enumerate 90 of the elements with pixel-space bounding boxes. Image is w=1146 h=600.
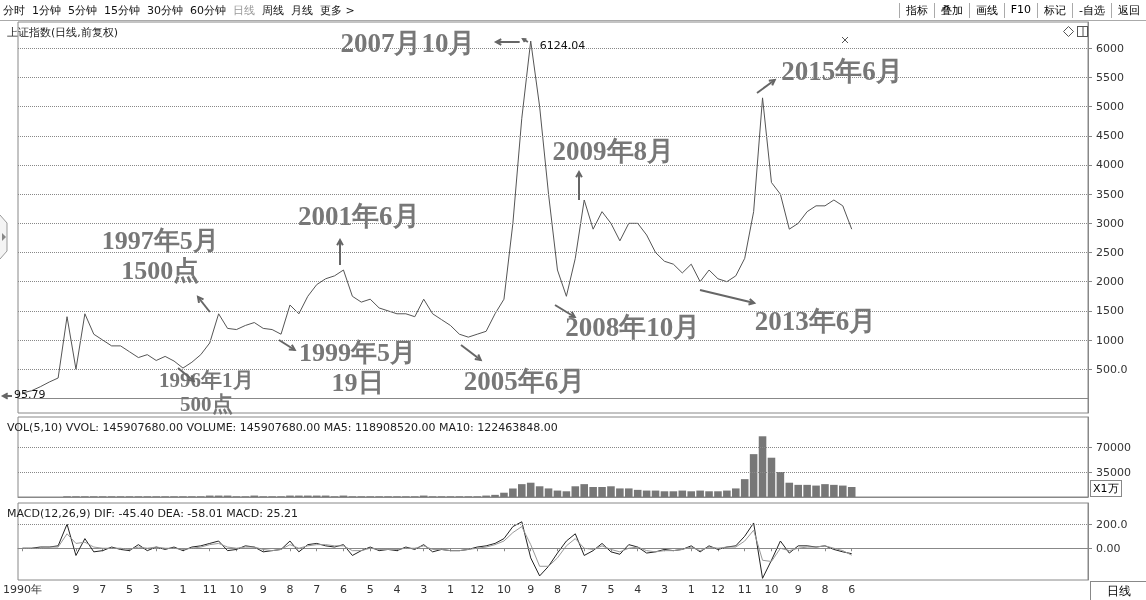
x-tick-label: 9	[794, 583, 802, 596]
text: -自选	[1072, 2, 1111, 18]
x-tick-label: 11	[737, 583, 752, 596]
bar	[669, 491, 678, 497]
annotation: 1999年5月 19日	[299, 338, 417, 398]
x-tick-label: 7	[580, 583, 588, 596]
x-tick-label: 5	[366, 583, 374, 596]
y-tick-label: 1500	[1096, 304, 1124, 318]
text: 60分钟	[190, 2, 226, 18]
x-tick-label: 9	[259, 583, 267, 596]
y-tick-label: 500.0	[1096, 362, 1128, 376]
x-tick-label: 3	[152, 583, 160, 596]
annotation: 6124.04	[539, 39, 586, 53]
bar	[749, 454, 758, 497]
text: 更多 >	[320, 2, 355, 18]
y-tick-label: 4500	[1096, 129, 1124, 143]
annotation: 2008年10月	[565, 312, 701, 344]
annotation: 2013年6月	[754, 306, 877, 338]
annotation: 2005年6月	[463, 366, 586, 398]
x-tick-label: 6	[848, 583, 856, 596]
x-tick-label: 12	[710, 583, 725, 596]
line-series	[21, 526, 853, 567]
bar	[758, 436, 767, 497]
y-tick-label: 2500	[1096, 246, 1124, 260]
text: 返回	[1111, 2, 1146, 18]
x-tick-label: 3	[420, 583, 428, 596]
x-tick-label: 5	[125, 583, 133, 596]
annotation: 2009年8月	[552, 136, 674, 168]
y-tick-label: 1000	[1096, 333, 1124, 347]
x-tick-label: 1	[446, 583, 454, 596]
x-tick-label: 11	[202, 583, 217, 596]
text: F10	[1003, 2, 1038, 18]
annotation: 2015年6月	[781, 56, 903, 88]
bar	[660, 491, 669, 497]
text: 15分钟	[104, 2, 140, 18]
bar	[562, 491, 571, 497]
text: 周线	[262, 2, 284, 18]
x-tick-label: 5	[607, 583, 615, 596]
text: 1分钟	[32, 2, 61, 18]
y-tick-label: 6000	[1096, 41, 1124, 55]
x-tick-label: 8	[553, 583, 561, 596]
x-tick-label: 3	[660, 583, 668, 596]
y-tick-label: 3500	[1096, 187, 1124, 201]
bar	[776, 472, 785, 497]
x-tick-label: 6	[339, 583, 347, 596]
y-tick-label: 200.0	[1096, 517, 1128, 531]
x-tick-label: 8	[821, 583, 829, 596]
x-tick-label: 1	[179, 583, 187, 596]
y-tick-label: 35000	[1096, 465, 1131, 479]
annotation: 2007月10月	[340, 28, 476, 60]
x-tick-label: 4	[634, 583, 642, 596]
x-tick-label: 12	[470, 583, 485, 596]
x-tick-label: 10	[229, 583, 244, 596]
y-tick-label: 70000	[1096, 440, 1131, 454]
text: 日线	[233, 2, 255, 18]
y-tick-label: 3000	[1096, 216, 1124, 230]
bar	[767, 457, 776, 497]
x-tick-label: 8	[286, 583, 294, 596]
chart-title: 上证指数(日线,前复权)	[7, 26, 119, 39]
y-tick-label: 5000	[1096, 100, 1124, 114]
y-tick-label: 0.00	[1096, 541, 1121, 555]
x-tick-label: 1990年	[2, 583, 42, 596]
y-axis-title: X1万	[1090, 480, 1122, 497]
x-tick-label: 1	[687, 583, 695, 596]
x-tick-label: 10	[764, 583, 779, 596]
text: 标记	[1037, 2, 1073, 18]
x-tick-label: 4	[393, 583, 401, 596]
chart-title: VOL(5,10) VVOL: 145907680.00 VOLUME: 145907680.00 MA5: 118908520.00 MA10: 122463848.00	[7, 421, 558, 434]
x-tick-label: 10	[496, 583, 511, 596]
x-tick-label: 7	[99, 583, 107, 596]
text: 5分钟	[68, 2, 97, 18]
annotation: 1997年5月 1500点	[101, 226, 219, 286]
annotation: 2001年6月	[298, 201, 420, 233]
text: 月线	[291, 2, 313, 18]
annotation: 95.79	[14, 388, 46, 402]
text: 叠加	[933, 2, 969, 18]
text: 30分钟	[147, 2, 183, 18]
x-tick-label: 9	[72, 583, 80, 596]
y-tick-label: 2000	[1096, 275, 1124, 289]
bar	[544, 488, 553, 497]
y-tick-label: 4000	[1096, 158, 1124, 172]
text: 日线	[1090, 581, 1146, 600]
text: 分时	[3, 2, 25, 18]
chart-title: MACD(12,26,9) DIF: -45.40 DEA: -58.01 MACD: 25.21	[7, 507, 298, 520]
text: 画线	[968, 2, 1004, 18]
x-tick-label: 7	[313, 583, 321, 596]
text: 指标	[898, 2, 934, 18]
y-tick-label: 5500	[1096, 70, 1124, 84]
bar	[535, 486, 544, 497]
x-tick-label: 9	[527, 583, 535, 596]
